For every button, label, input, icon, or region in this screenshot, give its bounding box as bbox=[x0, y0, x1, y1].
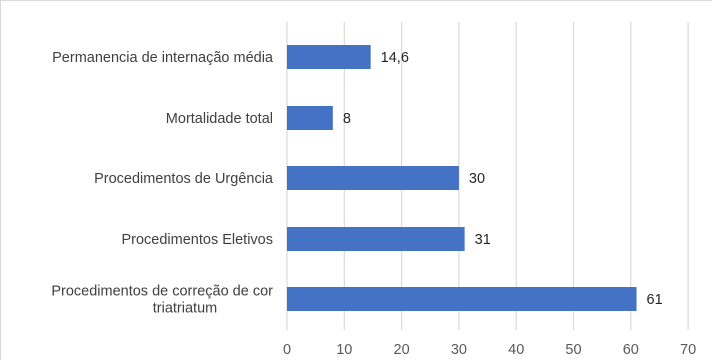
bar bbox=[287, 45, 371, 69]
x-tick-label: 10 bbox=[336, 342, 352, 358]
category-label-line: Procedimentos de Urgência bbox=[94, 171, 274, 187]
x-tick-label: 20 bbox=[394, 342, 410, 358]
x-tick-label: 70 bbox=[680, 342, 696, 358]
data-label: 61 bbox=[647, 292, 663, 308]
bar bbox=[287, 166, 459, 190]
x-tick-label: 0 bbox=[283, 342, 291, 358]
category-label: Mortalidade total bbox=[166, 111, 273, 127]
data-label: 14,6 bbox=[381, 50, 409, 66]
category-label-line: Procedimentos Eletivos bbox=[121, 232, 273, 248]
category-label-line: Permanencia de internação média bbox=[52, 50, 274, 66]
category-label: Procedimentos de Urgência bbox=[94, 171, 274, 187]
data-label: 8 bbox=[343, 111, 351, 127]
category-label: Procedimentos de correção de cor triatria… bbox=[51, 284, 273, 317]
category-label: Permanencia de internação média bbox=[52, 50, 274, 66]
x-tick-label: 30 bbox=[451, 342, 467, 358]
x-tick-label: 50 bbox=[565, 342, 581, 358]
category-label-line: triatriatum bbox=[153, 301, 217, 317]
labels: 0 10 20 30 40 50 60 70 14,6 Permanencia de intern… bbox=[51, 50, 696, 358]
bar bbox=[287, 287, 637, 311]
bars bbox=[287, 45, 637, 311]
x-tick-label: 60 bbox=[623, 342, 639, 358]
category-label-line: Procedimentos de correção de cor bbox=[51, 284, 273, 300]
category-label: Procedimentos Eletivos bbox=[121, 232, 273, 248]
data-label: 30 bbox=[469, 171, 485, 187]
data-label: 31 bbox=[475, 232, 491, 248]
category-label-line: Mortalidade total bbox=[166, 111, 273, 127]
x-tick-label: 40 bbox=[508, 342, 524, 358]
bar bbox=[287, 227, 465, 251]
bar bbox=[287, 106, 333, 130]
